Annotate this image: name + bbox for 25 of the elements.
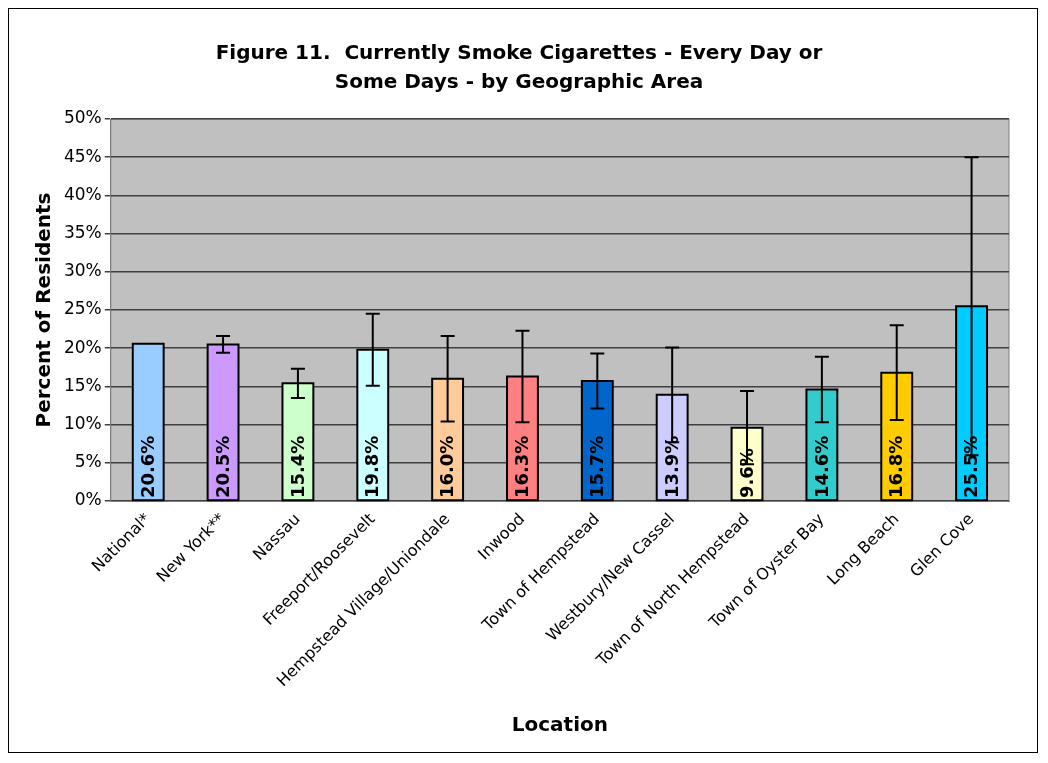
data-label: 16.8%: [885, 435, 907, 499]
y-tick-label: 25%: [63, 298, 102, 319]
data-label: 13.9%: [660, 435, 682, 499]
data-label: 14.6%: [810, 435, 832, 499]
y-tick-label: 30%: [63, 260, 102, 281]
data-label: 20.5%: [211, 435, 233, 499]
y-tick-label: 15%: [63, 374, 102, 395]
y-tick-label: 0%: [74, 489, 102, 510]
y-axis-title: Percent of Residents: [31, 192, 56, 428]
chart-title: Figure 11. Currently Smoke Cigarettes - Every Day or Some Days - by Geographic Area: [215, 39, 823, 93]
y-tick-label: 45%: [63, 145, 102, 166]
y-tick-label: 5%: [74, 451, 102, 472]
y-tick-label: 20%: [63, 336, 102, 357]
data-label: 25.5%: [960, 435, 982, 499]
y-tick-label: 35%: [63, 222, 102, 243]
data-label: 16.0%: [436, 435, 458, 499]
data-label: 15.4%: [286, 435, 308, 499]
y-tick-label: 50%: [63, 107, 102, 128]
data-label: 19.8%: [361, 435, 383, 499]
data-label: 16.3%: [511, 435, 533, 499]
y-tick-label: 40%: [63, 183, 102, 204]
data-label: 15.7%: [585, 435, 607, 499]
x-axis-title: Location: [511, 712, 609, 737]
y-tick-label: 10%: [63, 413, 102, 434]
data-label: 20.6%: [136, 435, 158, 499]
